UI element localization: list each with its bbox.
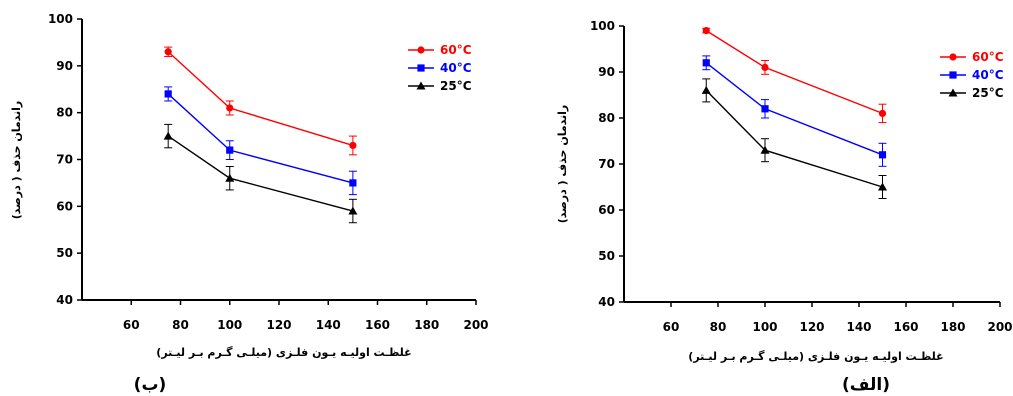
data-point bbox=[878, 151, 887, 159]
x-tick-label: 60 bbox=[663, 320, 680, 334]
y-tick-label: 40 bbox=[598, 295, 615, 309]
legend-marker bbox=[416, 81, 426, 90]
data-point bbox=[702, 27, 710, 35]
y-axis-label: راندمان حذف ( درصد) bbox=[10, 101, 23, 219]
data-point bbox=[226, 104, 234, 112]
data-point bbox=[349, 179, 357, 187]
data-point bbox=[701, 85, 711, 94]
x-tick-label: 180 bbox=[940, 320, 965, 334]
y-axis-label: راندمان حذف ( درصد) bbox=[556, 105, 569, 223]
legend-marker bbox=[417, 64, 425, 72]
chart-panel-1: 40 50 60 70 80 90 100 60 80 100 120 140 160 180 200 ران… bbox=[10, 12, 489, 395]
y-tick-label: 100 bbox=[590, 19, 615, 33]
legend-label: 60°C bbox=[972, 50, 1004, 64]
series-triangle: 25°C bbox=[701, 78, 1004, 199]
x-tick-label: 100 bbox=[217, 318, 242, 332]
data-point bbox=[164, 48, 172, 56]
series-circle: 60°C bbox=[702, 27, 1004, 124]
legend-marker bbox=[417, 46, 425, 54]
x-tick-label: 160 bbox=[893, 320, 918, 334]
x-tick-label: 200 bbox=[463, 318, 488, 332]
data-point bbox=[226, 146, 234, 154]
chart-panel-2: 40 50 60 70 80 90 100 60 80 100 120 140 160 180 200 ران… bbox=[556, 19, 1013, 395]
series-square: 40°C bbox=[702, 55, 1004, 167]
x-tick-label: 140 bbox=[846, 320, 871, 334]
data-point bbox=[348, 206, 358, 215]
y-tick-label: 60 bbox=[56, 199, 73, 213]
legend-label: 25°C bbox=[440, 79, 472, 93]
y-tick-label: 90 bbox=[56, 59, 73, 73]
y-tick-label: 80 bbox=[598, 111, 615, 125]
legend-marker bbox=[949, 53, 957, 61]
x-tick-label: 80 bbox=[172, 318, 189, 332]
data-point bbox=[760, 145, 770, 154]
data-point bbox=[702, 59, 710, 67]
data-point bbox=[761, 105, 769, 113]
x-tick-label: 140 bbox=[316, 318, 341, 332]
y-tick-label: 80 bbox=[56, 106, 73, 120]
series-line bbox=[167, 51, 354, 147]
legend-label: 60°C bbox=[440, 43, 472, 57]
x-tick-label: 120 bbox=[266, 318, 291, 332]
legend-label: 40°C bbox=[440, 61, 472, 75]
x-axis-label: غلظـت اولیـه یـون فلـزی (میلـی گـرم بـر … bbox=[688, 350, 943, 363]
legend-marker bbox=[949, 71, 957, 79]
x-tick-label: 200 bbox=[987, 320, 1012, 334]
data-point bbox=[349, 141, 357, 150]
series-line bbox=[167, 93, 354, 184]
y-tick-label: 70 bbox=[56, 153, 73, 167]
data-point bbox=[163, 131, 173, 140]
panel-label: (الف) bbox=[842, 375, 890, 395]
legend-marker bbox=[948, 88, 958, 97]
legend-label: 25°C bbox=[972, 86, 1004, 100]
y-tick-label: 100 bbox=[48, 12, 73, 26]
x-tick-label: 120 bbox=[799, 320, 824, 334]
series-circle: 60°C bbox=[164, 43, 472, 156]
y-tick-label: 70 bbox=[598, 157, 615, 171]
x-tick-label: 100 bbox=[752, 320, 777, 334]
series-line bbox=[705, 62, 883, 156]
data-point bbox=[225, 173, 235, 182]
series-triangle: 25°C bbox=[163, 79, 472, 224]
series-line bbox=[167, 135, 354, 212]
data-point bbox=[878, 109, 887, 117]
y-tick-label: 50 bbox=[598, 249, 615, 263]
x-tick-label: 60 bbox=[123, 318, 140, 332]
series-line bbox=[705, 30, 883, 115]
data-point bbox=[761, 63, 769, 71]
y-tick-label: 60 bbox=[598, 203, 615, 217]
legend-label: 40°C bbox=[972, 68, 1004, 82]
x-axis-label: غلظـت اولیـه یـون فلـزی (میلـی گـرم بـر … bbox=[156, 346, 411, 359]
panel-label: (ب) bbox=[134, 375, 167, 395]
y-tick-label: 90 bbox=[598, 65, 615, 79]
x-tick-label: 160 bbox=[365, 318, 390, 332]
data-point bbox=[878, 182, 887, 191]
y-tick-label: 40 bbox=[56, 293, 73, 307]
x-tick-label: 80 bbox=[710, 320, 727, 334]
y-tick-label: 50 bbox=[56, 246, 73, 260]
series-square: 40°C bbox=[164, 61, 472, 196]
data-point bbox=[164, 90, 172, 98]
series-line bbox=[705, 89, 883, 188]
x-tick-label: 180 bbox=[414, 318, 439, 332]
